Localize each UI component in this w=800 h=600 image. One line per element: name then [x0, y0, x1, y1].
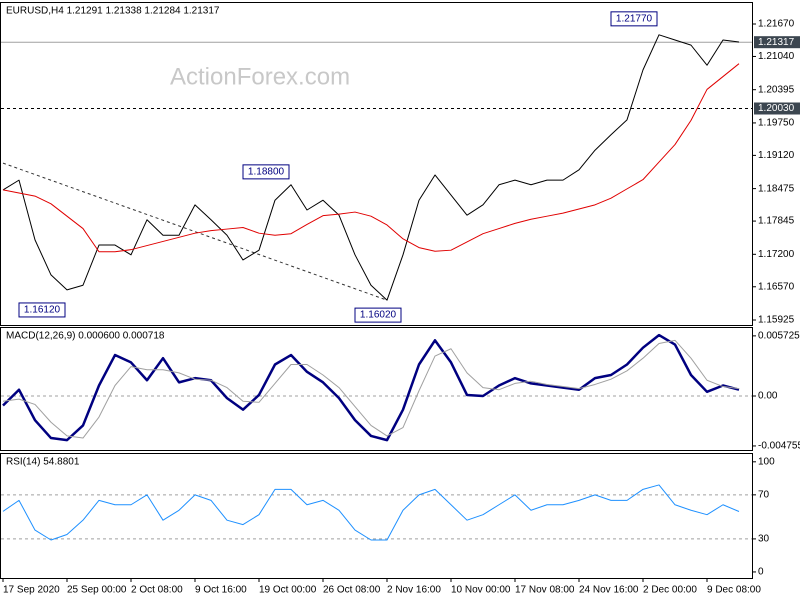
y-tick-label: 1.17200	[758, 249, 795, 260]
x-tick-label: 2 Dec 00:00	[643, 585, 697, 596]
series-line	[2, 339, 740, 439]
y-tick-label: -0.004755	[758, 441, 800, 452]
series-line	[2, 333, 740, 442]
y-tick-label: 0	[758, 567, 764, 578]
x-tick-label: 26 Oct 08:00	[323, 585, 381, 596]
price-label-box	[754, 36, 800, 49]
price-label-box	[754, 102, 800, 115]
series-line	[2, 34, 740, 301]
y-tick-label: 70	[758, 489, 770, 500]
x-tick-label: 19 Oct 00:00	[259, 585, 317, 596]
panel-title: RSI(14) 54.8801	[6, 457, 80, 468]
panel-frame	[0, 327, 753, 451]
x-tick-label: 10 Nov 00:00	[451, 585, 511, 596]
x-tick-label: 25 Sep 00:00	[67, 585, 127, 596]
watermark: ActionForex.com	[170, 63, 350, 90]
y-tick-label: 1.19120	[758, 150, 795, 161]
x-tick-label: 17 Nov 08:00	[515, 585, 575, 596]
annotation-label: 1.18800	[248, 167, 285, 178]
panel-frame	[0, 2, 753, 326]
y-tick-label: 1.19750	[758, 118, 795, 129]
price-label: 1.21317	[758, 37, 795, 48]
annotation-box	[18, 302, 66, 318]
y-tick-label: 0.00	[758, 391, 778, 402]
y-tick-label: 1.20395	[758, 84, 795, 95]
annotation-label: 1.21770	[616, 13, 653, 24]
y-tick-label: 100	[758, 456, 775, 467]
y-tick-label: 1.15925	[758, 315, 795, 326]
annotation-box	[354, 307, 402, 323]
trend-line	[2, 162, 388, 301]
x-tick-label: 24 Nov 16:00	[579, 585, 639, 596]
y-tick-label: 1.18475	[758, 183, 795, 194]
series-line	[2, 484, 740, 541]
x-tick-label: 2 Oct 08:00	[131, 585, 183, 596]
annotation-label: 1.16020	[360, 310, 397, 321]
panel-title: EURUSD,H4 1.21291 1.21338 1.21284 1.2131…	[6, 6, 220, 17]
annotation-label: 1.16120	[24, 305, 61, 316]
annotation-box	[610, 11, 658, 27]
y-tick-label: 1.17845	[758, 216, 795, 227]
annotation-box	[242, 164, 290, 180]
y-tick-label: 1.21040	[758, 51, 795, 62]
price-label: 1.20030	[758, 103, 795, 114]
y-tick-label: 0.005725	[758, 331, 800, 342]
x-tick-label: 2 Nov 16:00	[387, 585, 441, 596]
x-tick-label: 17 Sep 2020	[3, 585, 60, 596]
x-tick-label: 9 Oct 16:00	[195, 585, 247, 596]
y-tick-label: 30	[758, 534, 770, 545]
y-tick-label: 1.21670	[758, 19, 795, 30]
x-tick-label: 9 Dec 08:00	[707, 585, 761, 596]
panel-title: MACD(12,26,9) 0.000600 0.000718	[6, 331, 165, 342]
series-line	[2, 63, 740, 253]
panel-frame	[0, 453, 753, 579]
y-tick-label: 1.16570	[758, 281, 795, 292]
